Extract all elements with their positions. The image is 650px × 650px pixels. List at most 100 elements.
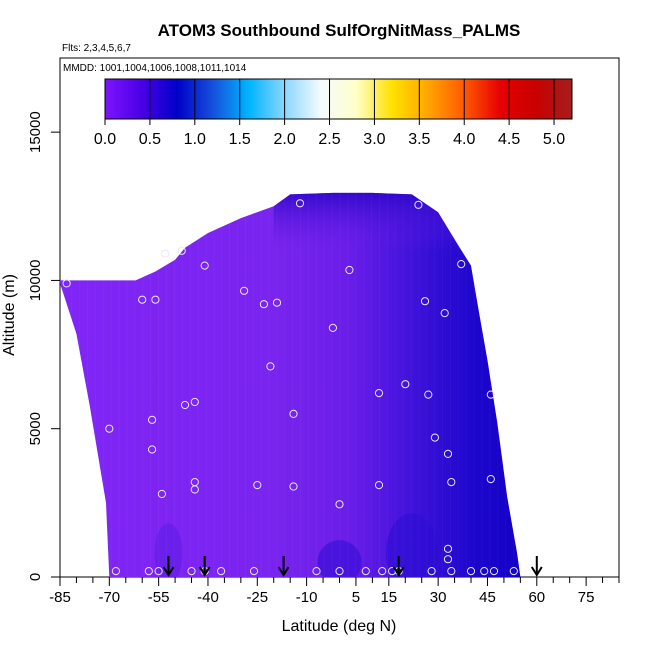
field-strip	[174, 191, 175, 577]
sample-point	[138, 295, 147, 304]
colorbar-bar	[104, 78, 573, 120]
field-strip	[103, 191, 104, 577]
sample-point	[151, 295, 160, 304]
sample-point	[489, 567, 499, 576]
sample-point	[272, 298, 282, 307]
sample-point	[374, 481, 384, 490]
field-strip	[324, 191, 325, 577]
field-top-band	[273, 192, 472, 251]
sample-point	[144, 567, 153, 576]
field-strip	[87, 191, 88, 577]
sample-point	[401, 380, 410, 389]
field-strip	[340, 191, 341, 577]
field-strip	[71, 191, 72, 577]
x-tick-label: -70	[98, 589, 120, 606]
field-strip	[261, 191, 262, 577]
field-strip	[505, 191, 506, 577]
field-strip	[134, 191, 135, 577]
x-axis-label: Latitude (deg N)	[282, 618, 397, 635]
colorbar-ticks: 0.0 0.5 1.0 1.5 2.0 2.5 3.0 3.5 4.0 4.5 5.0	[94, 79, 565, 148]
field-strip	[466, 191, 467, 577]
sample-point	[361, 567, 370, 576]
dates-label: MMDD: 1001,1004,1006,1008,1011,1014	[63, 63, 247, 74]
sample-point	[180, 400, 190, 410]
sample-point	[240, 286, 249, 295]
field-strip	[276, 191, 277, 577]
x-tick-label: -40	[197, 589, 219, 606]
field-strip	[63, 191, 64, 577]
field-strip	[111, 191, 112, 577]
field-strip	[513, 191, 514, 577]
sample-point	[374, 389, 384, 398]
sample-point	[62, 279, 71, 288]
colorbar: 0.0 0.5 1.0 1.5 2.0 2.5 3.0 3.5 4.0 4.5 5.0	[94, 78, 573, 148]
sample-point	[190, 485, 199, 494]
sample-point	[443, 555, 453, 564]
sample-point	[328, 323, 337, 332]
field-strip	[95, 191, 96, 577]
colorbar-tick-label: 1.0	[184, 131, 206, 148]
field-strip	[119, 191, 120, 577]
x-tick-label: -55	[148, 589, 170, 606]
field-strip	[166, 191, 167, 577]
sample-point	[312, 567, 321, 576]
arrow-marker	[530, 556, 543, 577]
sample-point	[447, 567, 456, 576]
field-strip	[347, 191, 348, 577]
x-tick-label: 60	[528, 589, 545, 606]
sample-point	[266, 362, 275, 371]
sample-point	[259, 300, 268, 309]
field-strip	[158, 191, 159, 577]
field-strip	[371, 191, 372, 577]
colorbar-tick-label: 1.5	[229, 131, 251, 148]
arrow-marker	[162, 556, 175, 577]
colorbar-tick-label: 0.5	[139, 131, 161, 148]
x-tick-label: 15	[380, 589, 397, 606]
field-strip	[308, 191, 309, 577]
x-tick-label: 5	[352, 589, 360, 606]
field-strip	[213, 191, 214, 577]
field-strip	[300, 191, 301, 577]
field-strip	[284, 191, 285, 577]
colorbar-tick-label: 4.0	[453, 131, 475, 148]
x-tick-label: -10	[296, 589, 318, 606]
colorbar-tick-label: 2.5	[318, 131, 340, 148]
field-strip	[395, 191, 396, 577]
field-strip	[79, 191, 80, 577]
x-tick-label: 75	[578, 589, 595, 606]
field-strip	[355, 191, 356, 577]
sample-point	[443, 449, 453, 458]
field-blob	[385, 513, 438, 577]
arrow-marker	[392, 556, 405, 577]
field-strip	[442, 191, 443, 577]
field-strip	[434, 191, 435, 577]
sample-point	[249, 567, 259, 576]
y-tick-label: 5000	[27, 412, 44, 445]
sample-point	[157, 489, 166, 499]
field-strip	[245, 191, 246, 577]
x-axis: -85 -70 -55 -40 -25 -10 5 15 30 45 60 75	[49, 577, 620, 606]
sample-point	[443, 544, 453, 553]
y-tick-label: 10000	[27, 260, 44, 302]
field-strip	[205, 191, 206, 577]
x-tick-label: 45	[479, 589, 496, 606]
y-axis: 0 5000 10000 15000	[27, 111, 60, 581]
sample-point	[335, 567, 344, 576]
field-strip	[363, 191, 364, 577]
x-tick-label: 30	[430, 589, 447, 606]
field-strip	[387, 191, 388, 577]
field-strip	[253, 191, 254, 577]
sample-point	[345, 265, 354, 275]
field-strip	[418, 191, 419, 577]
field-blob	[317, 540, 362, 577]
sample-point	[187, 567, 196, 576]
y-tick-label: 0	[27, 573, 44, 581]
field-strip	[489, 191, 490, 577]
field-strip	[450, 191, 451, 577]
sample-point	[105, 424, 114, 433]
sample-point	[289, 482, 298, 491]
field-strip	[229, 191, 230, 577]
sample-point	[457, 260, 466, 269]
x-tick-label: -25	[246, 589, 268, 606]
